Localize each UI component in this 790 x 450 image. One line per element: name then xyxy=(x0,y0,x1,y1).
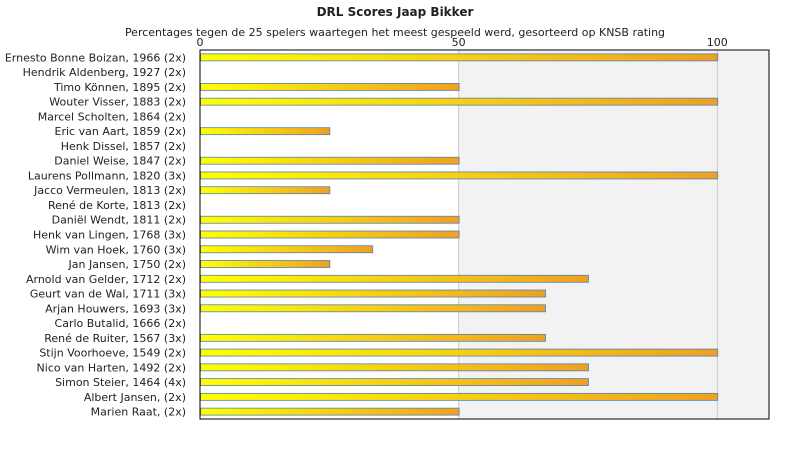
bar xyxy=(200,289,546,298)
chart-title: DRL Scores Jaap Bikker xyxy=(317,5,474,19)
category-label: Jan Jansen, 1750 (2x) xyxy=(68,258,186,271)
bar xyxy=(200,230,460,239)
bar xyxy=(200,348,719,357)
x-tick-label: 0 xyxy=(197,36,204,49)
category-label: Marcel Scholten, 1864 (2x) xyxy=(38,110,186,123)
bar xyxy=(200,274,589,283)
bar xyxy=(200,171,719,180)
bar xyxy=(200,83,460,91)
category-label: Albert Jansen, (2x) xyxy=(84,391,186,404)
x-tick-label: 100 xyxy=(707,36,728,49)
bar xyxy=(200,215,460,224)
category-label: Geurt van de Wal, 1711 (3x) xyxy=(30,288,186,301)
bar xyxy=(200,245,374,254)
category-label: Wouter Visser, 1883 (2x) xyxy=(49,96,186,109)
category-label: René de Korte, 1813 (2x) xyxy=(48,199,186,212)
bar xyxy=(200,127,331,136)
bar xyxy=(200,260,331,268)
x-tick-label: 50 xyxy=(452,36,466,49)
bar xyxy=(200,156,460,165)
bar xyxy=(200,186,331,195)
bar xyxy=(200,407,460,416)
category-label: Hendrik Aldenberg, 1927 (2x) xyxy=(23,66,186,79)
category-label: René de Ruiter, 1567 (3x) xyxy=(44,332,186,345)
category-label: Simon Steier, 1464 (4x) xyxy=(55,376,186,389)
x-axis-ticks: 0 50 100 xyxy=(197,36,728,49)
category-label: Carlo Butalid, 1666 (2x) xyxy=(55,317,186,330)
bar xyxy=(200,392,719,401)
chart-subtitle: Percentages tegen de 25 spelers waartege… xyxy=(125,26,665,39)
category-label: Laurens Pollmann, 1820 (3x) xyxy=(28,169,186,182)
category-label: Arnold van Gelder, 1712 (2x) xyxy=(26,273,186,286)
category-label: Henk van Lingen, 1768 (3x) xyxy=(33,229,186,242)
category-label: Arjan Houwers, 1693 (3x) xyxy=(45,302,186,315)
bar xyxy=(200,333,546,342)
category-label: Daniel Weise, 1847 (2x) xyxy=(54,155,186,168)
category-label: Eric van Aart, 1859 (2x) xyxy=(55,125,186,138)
category-label: Wim van Hoek, 1760 (3x) xyxy=(46,243,186,256)
category-label: Henk Dissel, 1857 (2x) xyxy=(61,140,186,153)
category-labels: Ernesto Bonne Boizan, 1966 (2x) Hendrik A… xyxy=(5,51,186,418)
category-label: Jacco Vermeulen, 1813 (2x) xyxy=(33,184,186,197)
bar xyxy=(200,378,589,387)
plot-frame xyxy=(199,49,770,420)
category-label: Daniël Wendt, 1811 (2x) xyxy=(52,214,186,227)
bar xyxy=(200,53,719,62)
category-label: Nico van Harten, 1492 (2x) xyxy=(37,361,186,374)
bar xyxy=(200,363,589,372)
category-label: Marien Raat, (2x) xyxy=(91,406,186,419)
bar xyxy=(200,97,719,106)
category-label: Stijn Voorhoeve, 1549 (2x) xyxy=(39,347,186,360)
category-label: Ernesto Bonne Boizan, 1966 (2x) xyxy=(5,51,186,64)
bar xyxy=(200,304,546,313)
category-label: Timo Können, 1895 (2x) xyxy=(53,81,186,94)
